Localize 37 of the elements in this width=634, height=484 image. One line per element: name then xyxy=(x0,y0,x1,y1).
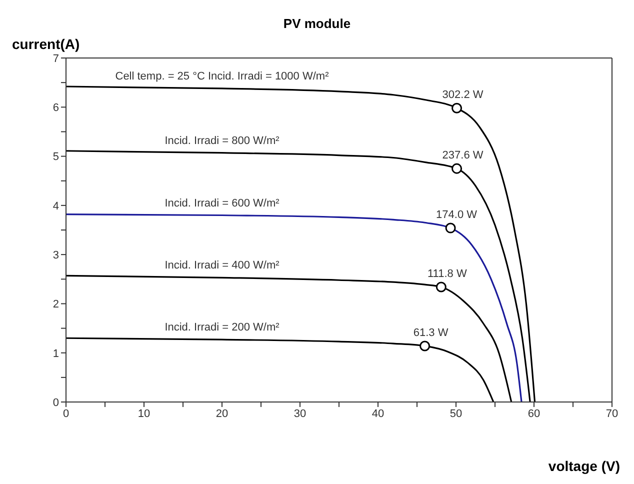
point xyxy=(445,222,456,234)
x-tick-label: 60 xyxy=(528,408,540,420)
x-tick-label: 0 xyxy=(62,408,70,420)
series-label: Incid. Irradi = 800 W/m² xyxy=(164,134,280,147)
annotation: 174.0 W xyxy=(436,209,478,222)
point xyxy=(420,340,430,352)
x-tick-label: 10 xyxy=(138,408,150,420)
series-label: Incid. Irradi = 600 W/m² xyxy=(164,197,280,210)
line-series xyxy=(66,86,536,402)
y-axis-title: current(A) xyxy=(12,36,80,52)
y-tick-label: 6 xyxy=(52,102,59,114)
x-tick-label: 30 xyxy=(294,408,306,420)
x-axis-title: voltage (V) xyxy=(548,458,620,474)
y-tick-label: 4 xyxy=(52,200,59,212)
x-tick-label: 50 xyxy=(450,408,462,420)
y-tick-label: 2 xyxy=(52,298,59,311)
series-label: Incid. Irradi = 400 W/m² xyxy=(164,260,280,272)
x-tick-label: 70 xyxy=(606,408,618,420)
x-tick-label: 40 xyxy=(372,408,384,420)
y-tick-label: 3 xyxy=(52,249,59,262)
annotation: 237.6 W xyxy=(442,150,484,162)
y-tick-label: 7 xyxy=(52,52,59,65)
series-label: Incid. Irradi = 200 W/m² xyxy=(164,322,280,334)
y-tick-label: 0 xyxy=(52,396,59,409)
x-tick-label: 20 xyxy=(216,408,228,420)
y-tick-label: 1 xyxy=(52,348,59,360)
annotation: 111.8 W xyxy=(428,268,468,280)
y-tick-label: 5 xyxy=(52,151,59,164)
series-label: Cell temp. = 25 °C Incid. Irradi = 1000 W/m² xyxy=(115,70,330,82)
line-series xyxy=(66,150,531,402)
point xyxy=(436,282,446,292)
annotation: 302.2 W xyxy=(442,89,484,102)
annotation: 61.3 W xyxy=(413,326,449,339)
point xyxy=(452,102,462,114)
line-series xyxy=(66,337,494,402)
point xyxy=(452,163,462,174)
chart-title: PV module xyxy=(282,16,352,31)
